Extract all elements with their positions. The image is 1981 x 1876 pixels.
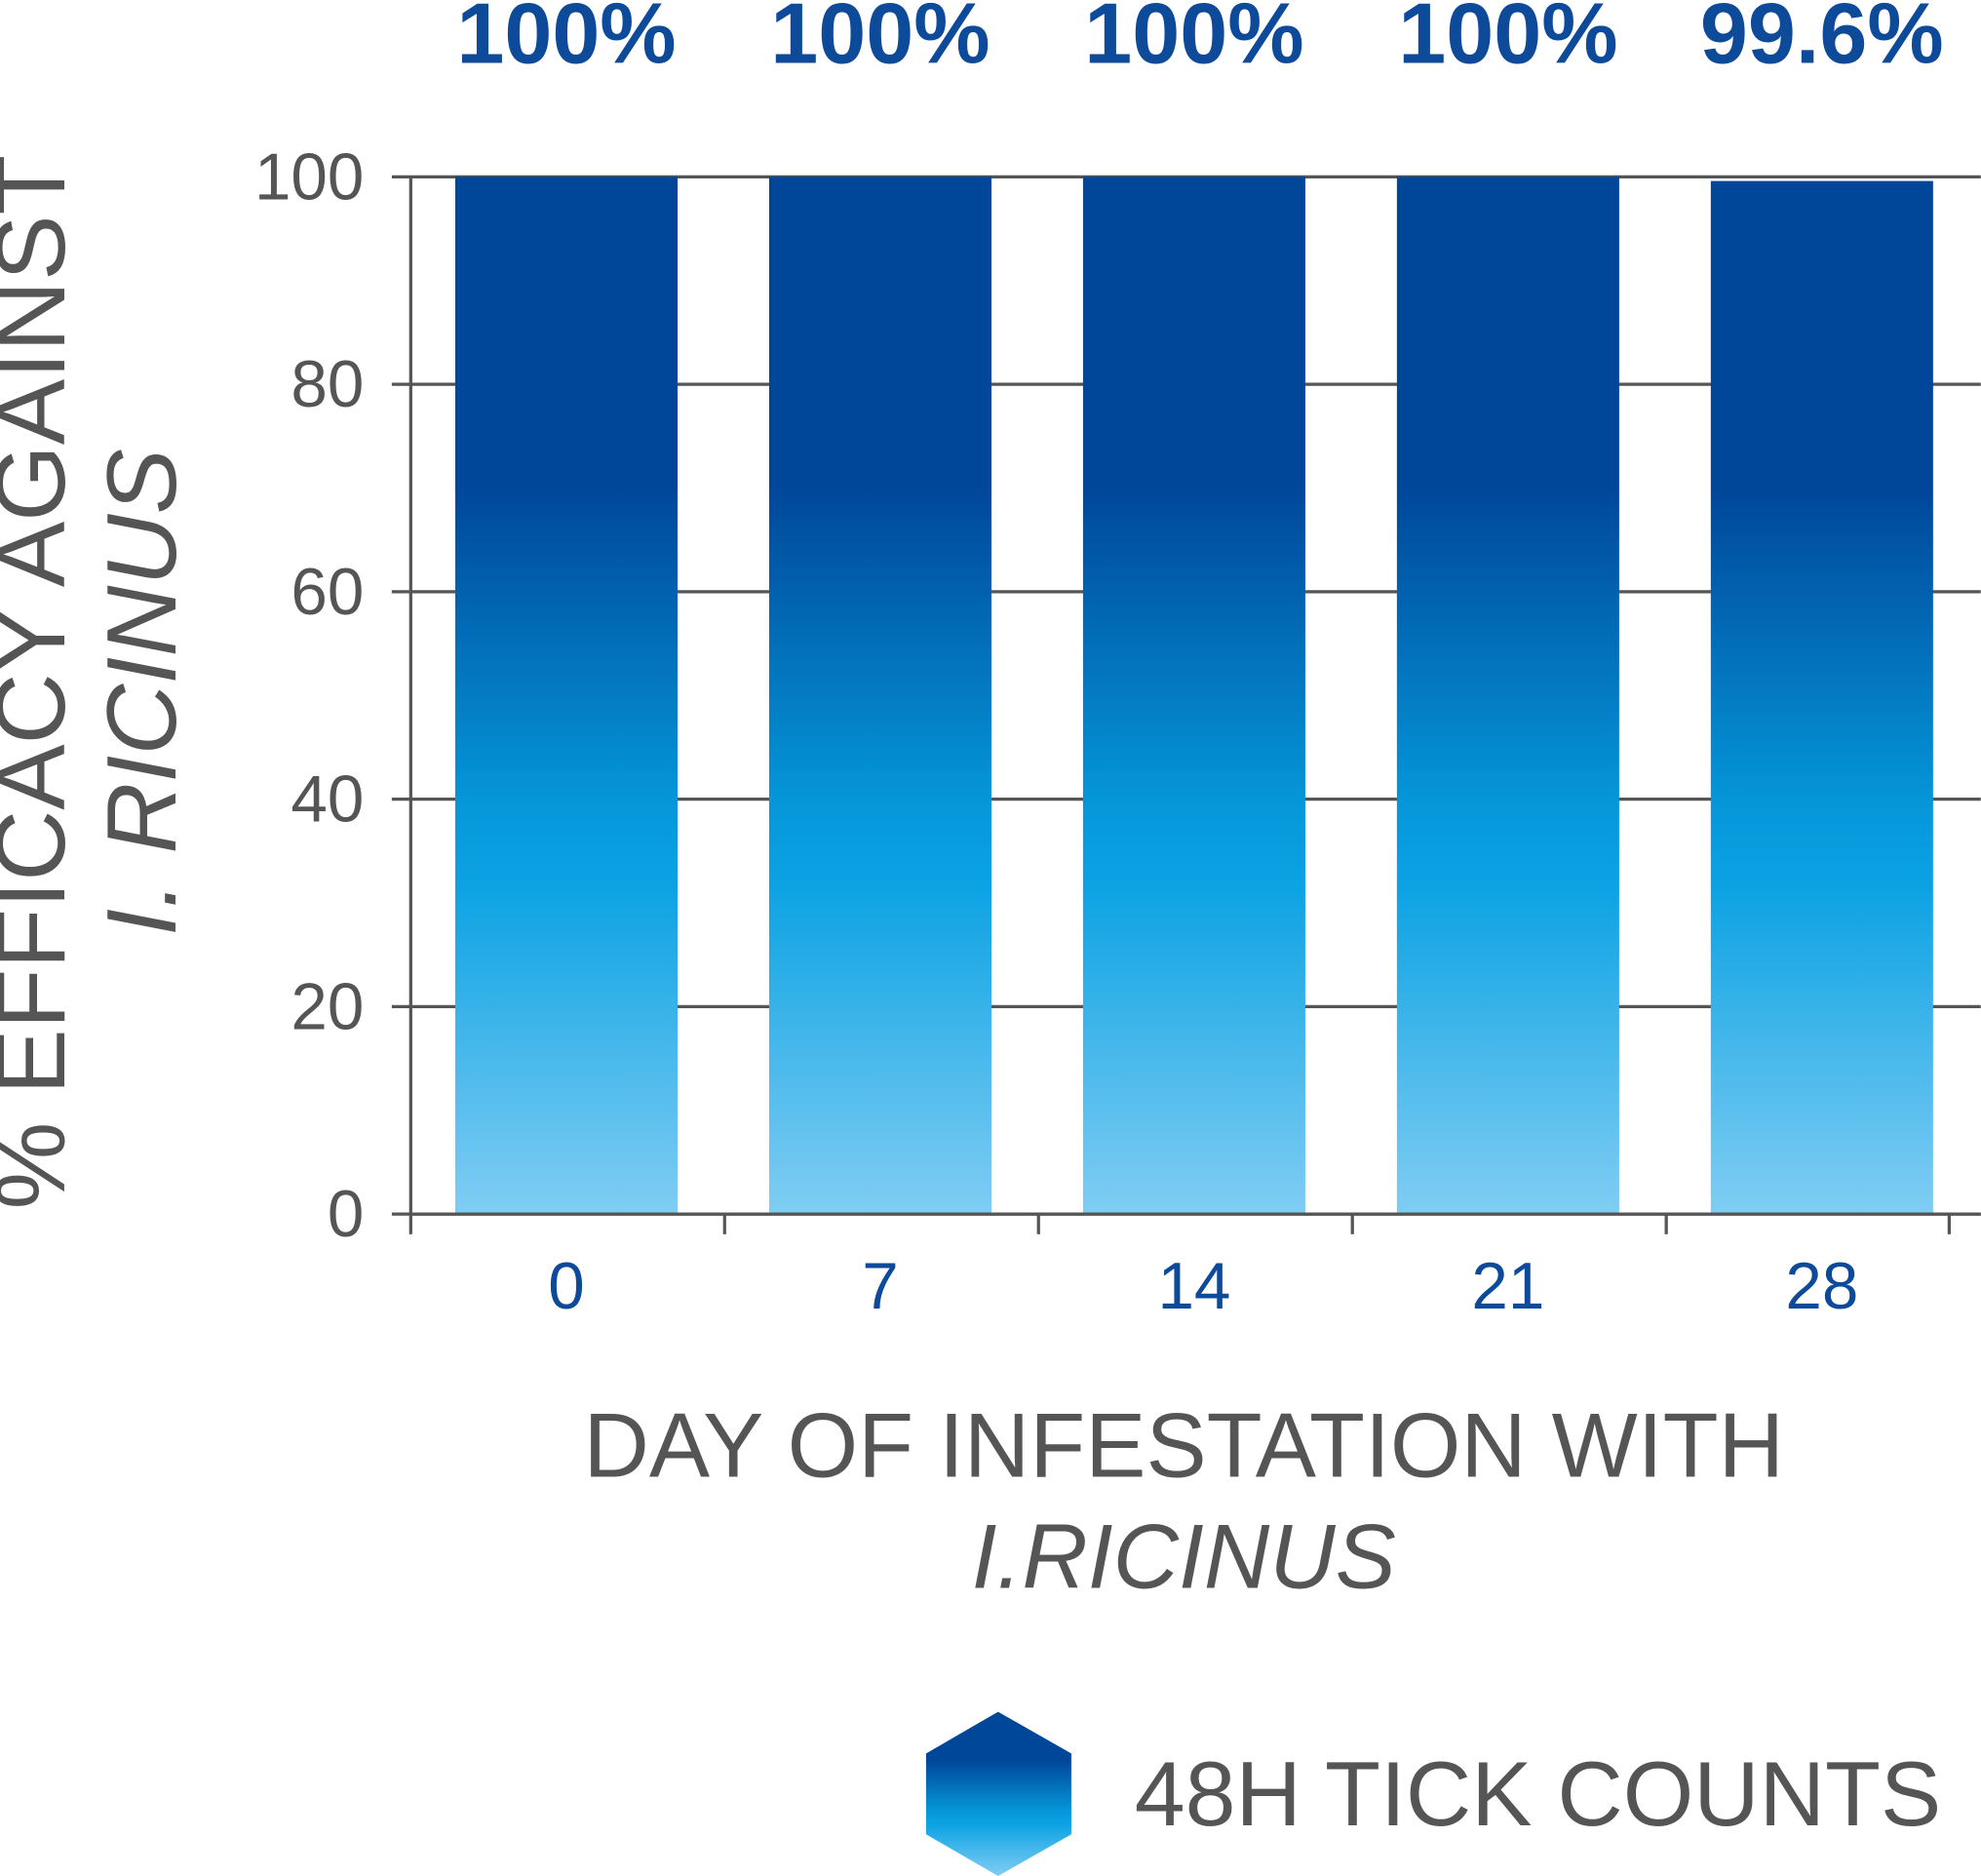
y-tick-label: 0	[328, 1178, 364, 1251]
value-label: 100%	[1084, 0, 1303, 82]
x-tick-label: 21	[1471, 1250, 1544, 1323]
y-axis-label: % EFFICACY AGAINST	[0, 155, 86, 1210]
value-label: 99.6%	[1700, 0, 1944, 82]
y-axis-label: I. RICINUS	[88, 449, 197, 936]
value-label: 100%	[456, 0, 676, 82]
bar	[1082, 176, 1305, 1215]
bar	[454, 176, 679, 1215]
legend-label: 48H TICK COUNTS	[1135, 1743, 1941, 1845]
x-axis-label: DAY OF INFESTATION WITH	[584, 1395, 1784, 1497]
x-tick-label: 28	[1785, 1250, 1858, 1323]
value-label: 100%	[770, 0, 990, 82]
y-tick-label: 40	[291, 763, 364, 837]
x-tick-label: 0	[548, 1250, 584, 1323]
x-tick-label: 14	[1157, 1250, 1230, 1323]
bar	[1396, 176, 1619, 1215]
y-tick-label: 20	[291, 970, 364, 1043]
bar	[1710, 180, 1933, 1215]
legend-swatch	[925, 1711, 1071, 1876]
bar	[768, 176, 991, 1215]
y-tick-label: 60	[291, 556, 364, 629]
y-tick-label: 80	[291, 348, 364, 421]
value-label: 100%	[1398, 0, 1617, 82]
plot-area: 0 20 40 60 80 100 100% 100% 100% 100% 99.6% 0 7 14 21 2…	[254, 0, 1981, 1323]
x-tick-label: 7	[862, 1250, 898, 1323]
y-tick-label: 100	[254, 140, 364, 214]
x-axis-label: I.RICINUS	[972, 1506, 1396, 1608]
